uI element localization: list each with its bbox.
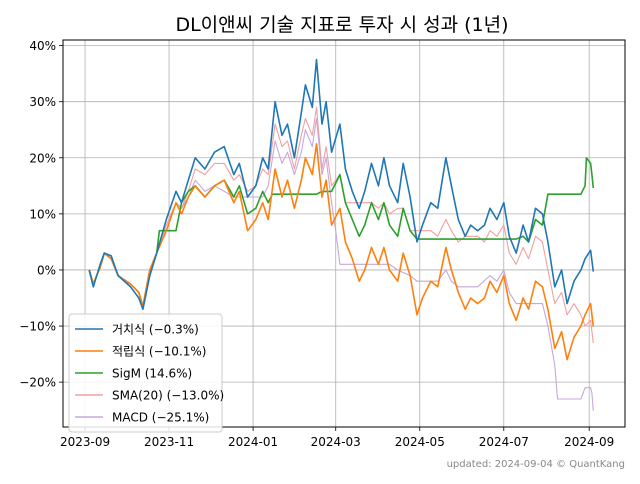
x-tick-label: 2023-11 (144, 435, 194, 449)
y-tick-label: 10% (29, 207, 56, 221)
x-tick-label: 2024-01 (228, 435, 278, 449)
legend-label: 적립식 (−10.1%) (112, 345, 206, 359)
x-tick-label: 2024-03 (311, 435, 361, 449)
x-tick-label: 2024-09 (564, 435, 614, 449)
y-tick-label: 20% (29, 151, 56, 165)
y-tick-label: 40% (29, 39, 56, 53)
x-tick-label: 2023-09 (60, 435, 110, 449)
footer-credit: updated: 2024-09-04 © QuantKang (447, 459, 625, 470)
x-tick-label: 2024-05 (395, 435, 445, 449)
axes: −20% −10% 0% 10% 20% 30% 40% 2023-09 2023-11 2024… (19, 39, 614, 449)
y-tick-label: 0% (37, 263, 56, 277)
legend-label: 거치식 (−0.3%) (112, 323, 199, 337)
legend: 거치식 (−0.3%) 적립식 (−10.1%) SigM (14.6%) SMA(2… (68, 313, 224, 433)
series-line-0 (88, 58, 595, 310)
legend-box (68, 313, 223, 433)
chart-title: DL이앤씨 기술 지표로 투자 시 성과 (1년) (175, 14, 508, 36)
legend-label: SMA(20) (−13.0%) (112, 389, 224, 403)
series-line-1 (88, 143, 595, 361)
y-tick-label: −10% (19, 320, 56, 334)
legend-label: MACD (−25.1%) (112, 411, 209, 425)
y-tick-label: −20% (19, 376, 56, 390)
legend-label: SigM (14.6%) (112, 367, 192, 381)
series-lines (88, 58, 595, 411)
y-tick-label: 30% (29, 95, 56, 109)
plot-frame (62, 39, 626, 428)
x-tick-label: 2024-07 (479, 435, 529, 449)
